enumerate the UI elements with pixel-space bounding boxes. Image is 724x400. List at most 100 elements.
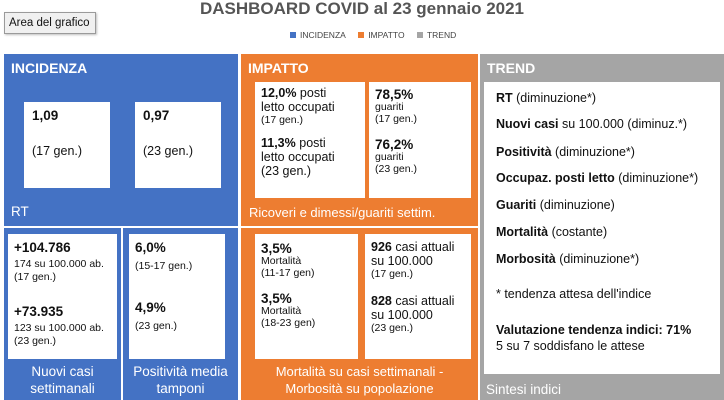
nuovi-casi-card: +104.786 174 su 100.000 ab. (17 gen.) +7… (8, 234, 117, 359)
trend-footer: Sintesi indici (486, 382, 562, 397)
trend-header: TREND (487, 60, 536, 76)
ricoveri-text-17b: letto occupati (261, 100, 335, 114)
morbosita-17: 926 casi attuali su 100.000 (17 gen.) (371, 240, 454, 280)
rt-label: RT (11, 204, 29, 219)
morbosita-text-23b: su 100.000 (371, 308, 433, 322)
rt-value-17: 1,09 (32, 108, 59, 123)
trend-item-guariti: Guariti (diminuzione) (496, 198, 615, 212)
mortalita-text-23: Mortalità (261, 305, 302, 317)
incidenza-header: INCIDENZA (11, 60, 88, 76)
tile-nuovi-casi[interactable]: +104.786 174 su 100.000 ab. (17 gen.) +7… (4, 228, 121, 400)
tile-impatto-ricoveri[interactable]: IMPATTO 12,0% posti letto occupati (17 g… (241, 54, 478, 226)
nuovi-casi-rate-17: 174 su 100.000 ab. (14, 258, 104, 270)
positivita-value-17: 6,0% (135, 240, 166, 255)
trend-item-note: (diminuzione*) (512, 91, 597, 105)
trend-item-positivita: Positività (diminuzione*) (496, 145, 635, 159)
mortalita-value-23: 3,5% (261, 291, 292, 306)
trend-item-label: Mortalità (496, 225, 549, 239)
legend-swatch-icon (416, 31, 423, 38)
morbosita-value-17: 926 (371, 240, 392, 254)
ricoveri-17: 12,0% posti letto occupati (17 gen.) (261, 86, 335, 126)
trend-footnote: * tendenza attesa dell'indice (496, 287, 652, 301)
legend-item-trend[interactable]: TREND (416, 30, 457, 40)
nuovi-casi-footer: Nuovi casi settimanali (4, 363, 121, 397)
morbosita-23: 828 casi attuali su 100.000 (23 gen.) (371, 294, 454, 334)
positivita-date-17: (15-17 gen.) (135, 260, 193, 272)
guariti-text-23: guariti (375, 151, 404, 163)
mortalita-date-23: (18-23 gen) (261, 317, 316, 329)
morbosita-date-17: (17 gen.) (371, 268, 414, 280)
guariti-value-23: 76,2% (375, 137, 414, 152)
trend-valutazione-sub: 5 su 7 soddisfano le attese (496, 339, 645, 353)
morbosita-value-23: 828 (371, 294, 392, 308)
tile-trend[interactable]: TREND RT (diminuzione*) Nuovi casi su 10… (480, 54, 724, 400)
morbosita-date-23: (23 gen.) (371, 322, 414, 334)
positivita-value-23: 4,9% (135, 300, 166, 315)
trend-card: RT (diminuzione*) Nuovi casi su 100.000 … (484, 82, 720, 374)
legend-item-impatto[interactable]: IMPATTO (358, 30, 405, 40)
mortalita-footer-line2: Morbosità su popolazione (285, 381, 434, 396)
ricoveri-date-17: (17 gen.) (261, 114, 304, 126)
guariti-text-17: guariti (375, 101, 404, 113)
ricoveri-card: 12,0% posti letto occupati (17 gen.) 11,… (255, 82, 365, 198)
trend-item-label: RT (496, 91, 513, 105)
legend-item-incidenza[interactable]: INCIDENZA (290, 30, 346, 40)
guariti-value-17: 78,5% (375, 87, 414, 102)
impatto-header: IMPATTO (248, 60, 309, 76)
ricoveri-text-17a: posti (296, 86, 327, 100)
page-title: DASHBOARD COVID al 23 gennaio 2021 (199, 0, 525, 18)
ricoveri-value-17: 12,0% (261, 86, 297, 100)
mortalita-card: 3,5% Mortalità (11-17 gen) 3,5% Mortalit… (255, 234, 358, 359)
positivita-footer-line1: Positività media (133, 364, 228, 379)
positivita-footer-line2: tamponi (156, 381, 205, 396)
tile-incidenza-rt[interactable]: INCIDENZA 1,09 (17 gen.) 0,97 (23 gen.) … (4, 54, 238, 226)
mortalita-17: 3,5% Mortalità (11-17 gen) (261, 242, 315, 279)
morbosita-text-17b: su 100.000 (371, 254, 433, 268)
trend-item-morbosita: Morbosità (diminuzione*) (496, 252, 639, 266)
mortalita-text-17: Mortalità (261, 255, 302, 267)
mortalita-value-17: 3,5% (261, 241, 292, 256)
trend-item-label: Nuovi casi (496, 117, 559, 131)
ricoveri-footer: Ricoveri e dimessi/guariti settim. (249, 205, 436, 220)
rt-card-23: 0,97 (23 gen.) (135, 102, 221, 188)
mortalita-footer-line1: Mortalità su casi settimanali - (275, 364, 444, 379)
trend-item-note: (diminuzione) (536, 198, 615, 212)
trend-item-note: (diminuzione*) (551, 145, 635, 159)
nuovi-casi-date-17: (17 gen.) (14, 271, 57, 283)
morbosita-text-23a: casi attuali (391, 294, 455, 308)
trend-item-label: Guariti (496, 198, 537, 212)
legend[interactable]: INCIDENZA IMPATTO TREND (290, 30, 466, 40)
guariti-date-23: (23 gen.) (375, 163, 418, 175)
guariti-card: 78,5% guariti (17 gen.) 76,2% guariti (2… (369, 82, 471, 198)
legend-label: IMPATTO (368, 30, 405, 40)
trend-item-label: Positività (496, 145, 552, 159)
rt-card-17: 1,09 (17 gen.) (24, 102, 110, 188)
trend-item-label: Morbosità (496, 252, 556, 266)
positivita-card: 6,0% (15-17 gen.) 4,9% (23 gen.) (129, 234, 225, 359)
trend-item-nuovi-casi: Nuovi casi su 100.000 (diminuz.*) (496, 117, 687, 131)
nuovi-casi-date-23: (23 gen.) (14, 335, 57, 347)
ricoveri-value-23: 11,3% (261, 136, 296, 150)
legend-swatch-icon (290, 31, 296, 38)
trend-item-note: (diminuzione*) (614, 171, 699, 185)
legend-label: TREND (426, 30, 457, 40)
rt-value-23: 0,97 (143, 108, 170, 123)
nuovi-casi-footer-line2: settimanali (30, 381, 95, 396)
trend-item-label: Occupaz. posti letto (496, 171, 615, 185)
mortalita-23: 3,5% Mortalità (18-23 gen) (261, 292, 315, 329)
guariti-date-17: (17 gen.) (375, 113, 418, 125)
trend-item-note: (costante) (548, 225, 608, 239)
legend-label: INCIDENZA (300, 30, 346, 40)
morbosita-card: 926 casi attuali su 100.000 (17 gen.) 82… (365, 234, 471, 359)
tile-impatto-mortalita[interactable]: 3,5% Mortalità (11-17 gen) 3,5% Mortalit… (241, 228, 478, 400)
legend-swatch-icon (358, 31, 365, 38)
nuovi-casi-value-17: +104.786 (14, 240, 71, 255)
trend-valutazione: Valutazione tendenza indici: 71% (496, 323, 692, 337)
nuovi-casi-footer-line1: Nuovi casi (31, 364, 94, 379)
positivita-footer: Positività media tamponi (123, 363, 238, 397)
guariti-17: 78,5% guariti (17 gen.) (375, 88, 417, 125)
ricoveri-text-23b: letto occupati (261, 150, 335, 164)
ricoveri-date-23: (23 gen.) (261, 164, 312, 178)
ricoveri-23: 11,3% posti letto occupati (23 gen.) (261, 136, 335, 178)
tile-positivita[interactable]: 6,0% (15-17 gen.) 4,9% (23 gen.) Positiv… (123, 228, 238, 400)
